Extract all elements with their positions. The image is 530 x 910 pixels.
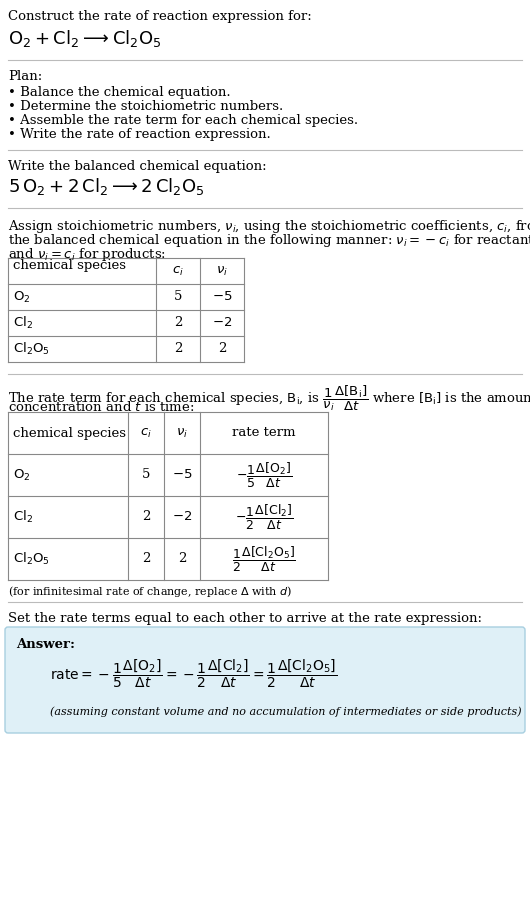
Text: $-5$: $-5$ bbox=[212, 290, 232, 304]
Text: $\mathrm{rate} = -\dfrac{1}{5}\dfrac{\Delta[\mathrm{O_2}]}{\Delta t} = -\dfrac{1: $\mathrm{rate} = -\dfrac{1}{5}\dfrac{\De… bbox=[50, 658, 337, 691]
Text: $\mathrm{O_2}$: $\mathrm{O_2}$ bbox=[13, 289, 30, 305]
Text: $\mathrm{O_2 + Cl_2 \longrightarrow Cl_2O_5}$: $\mathrm{O_2 + Cl_2 \longrightarrow Cl_2… bbox=[8, 28, 162, 49]
Text: • Determine the stoichiometric numbers.: • Determine the stoichiometric numbers. bbox=[8, 100, 283, 113]
Text: $\nu_i$: $\nu_i$ bbox=[176, 427, 188, 440]
Text: concentration and $t$ is time:: concentration and $t$ is time: bbox=[8, 400, 195, 414]
Text: $-5$: $-5$ bbox=[172, 469, 192, 481]
Text: $\mathrm{Cl_2}$: $\mathrm{Cl_2}$ bbox=[13, 509, 33, 525]
Text: $\mathrm{Cl_2O_5}$: $\mathrm{Cl_2O_5}$ bbox=[13, 341, 50, 357]
Text: 5: 5 bbox=[142, 469, 150, 481]
Text: $-2$: $-2$ bbox=[172, 511, 192, 523]
Text: $\mathrm{O_2}$: $\mathrm{O_2}$ bbox=[13, 468, 30, 482]
Text: 2: 2 bbox=[178, 552, 186, 565]
Text: • Write the rate of reaction expression.: • Write the rate of reaction expression. bbox=[8, 128, 271, 141]
Text: $\dfrac{1}{2}\dfrac{\Delta[\mathrm{Cl_2O_5}]}{\Delta t}$: $\dfrac{1}{2}\dfrac{\Delta[\mathrm{Cl_2O… bbox=[232, 544, 296, 573]
Text: $-2$: $-2$ bbox=[212, 317, 232, 329]
Text: (assuming constant volume and no accumulation of intermediates or side products): (assuming constant volume and no accumul… bbox=[50, 706, 522, 716]
Text: Write the balanced chemical equation:: Write the balanced chemical equation: bbox=[8, 160, 267, 173]
Text: $c_i$: $c_i$ bbox=[172, 265, 184, 278]
Text: Set the rate terms equal to each other to arrive at the rate expression:: Set the rate terms equal to each other t… bbox=[8, 612, 482, 625]
Text: 2: 2 bbox=[174, 317, 182, 329]
Text: chemical species: chemical species bbox=[13, 427, 126, 440]
Text: 2: 2 bbox=[174, 342, 182, 356]
FancyBboxPatch shape bbox=[5, 627, 525, 733]
Text: Plan:: Plan: bbox=[8, 70, 42, 83]
Text: $\mathrm{Cl_2}$: $\mathrm{Cl_2}$ bbox=[13, 315, 33, 331]
Text: Construct the rate of reaction expression for:: Construct the rate of reaction expressio… bbox=[8, 10, 312, 23]
Text: $\mathrm{Cl_2O_5}$: $\mathrm{Cl_2O_5}$ bbox=[13, 551, 50, 567]
Text: the balanced chemical equation in the following manner: $\nu_i = -c_i$ for react: the balanced chemical equation in the fo… bbox=[8, 232, 530, 249]
Text: and $\nu_i = c_i$ for products:: and $\nu_i = c_i$ for products: bbox=[8, 246, 166, 263]
Text: Answer:: Answer: bbox=[16, 638, 75, 651]
Text: $\nu_i$: $\nu_i$ bbox=[216, 265, 228, 278]
Text: 2: 2 bbox=[218, 342, 226, 356]
Text: $-\dfrac{1}{2}\dfrac{\Delta[\mathrm{Cl_2}]}{\Delta t}$: $-\dfrac{1}{2}\dfrac{\Delta[\mathrm{Cl_2… bbox=[235, 502, 293, 531]
Text: 2: 2 bbox=[142, 552, 150, 565]
Text: chemical species: chemical species bbox=[13, 259, 126, 272]
Text: rate term: rate term bbox=[232, 427, 296, 440]
Text: 5: 5 bbox=[174, 290, 182, 304]
Text: $c_i$: $c_i$ bbox=[140, 427, 152, 440]
Text: $-\dfrac{1}{5}\dfrac{\Delta[\mathrm{O_2}]}{\Delta t}$: $-\dfrac{1}{5}\dfrac{\Delta[\mathrm{O_2}… bbox=[236, 460, 292, 490]
Text: • Assemble the rate term for each chemical species.: • Assemble the rate term for each chemic… bbox=[8, 114, 358, 127]
Text: The rate term for each chemical species, $\mathrm{B_i}$, is $\dfrac{1}{\nu_i}\df: The rate term for each chemical species,… bbox=[8, 384, 530, 413]
Text: (for infinitesimal rate of change, replace $\Delta$ with $d$): (for infinitesimal rate of change, repla… bbox=[8, 584, 292, 599]
Text: Assign stoichiometric numbers, $\nu_i$, using the stoichiometric coefficients, $: Assign stoichiometric numbers, $\nu_i$, … bbox=[8, 218, 530, 235]
Text: • Balance the chemical equation.: • Balance the chemical equation. bbox=[8, 86, 231, 99]
Text: $\mathrm{5\,O_2 + 2\,Cl_2 \longrightarrow 2\,Cl_2O_5}$: $\mathrm{5\,O_2 + 2\,Cl_2 \longrightarro… bbox=[8, 176, 205, 197]
Text: 2: 2 bbox=[142, 511, 150, 523]
